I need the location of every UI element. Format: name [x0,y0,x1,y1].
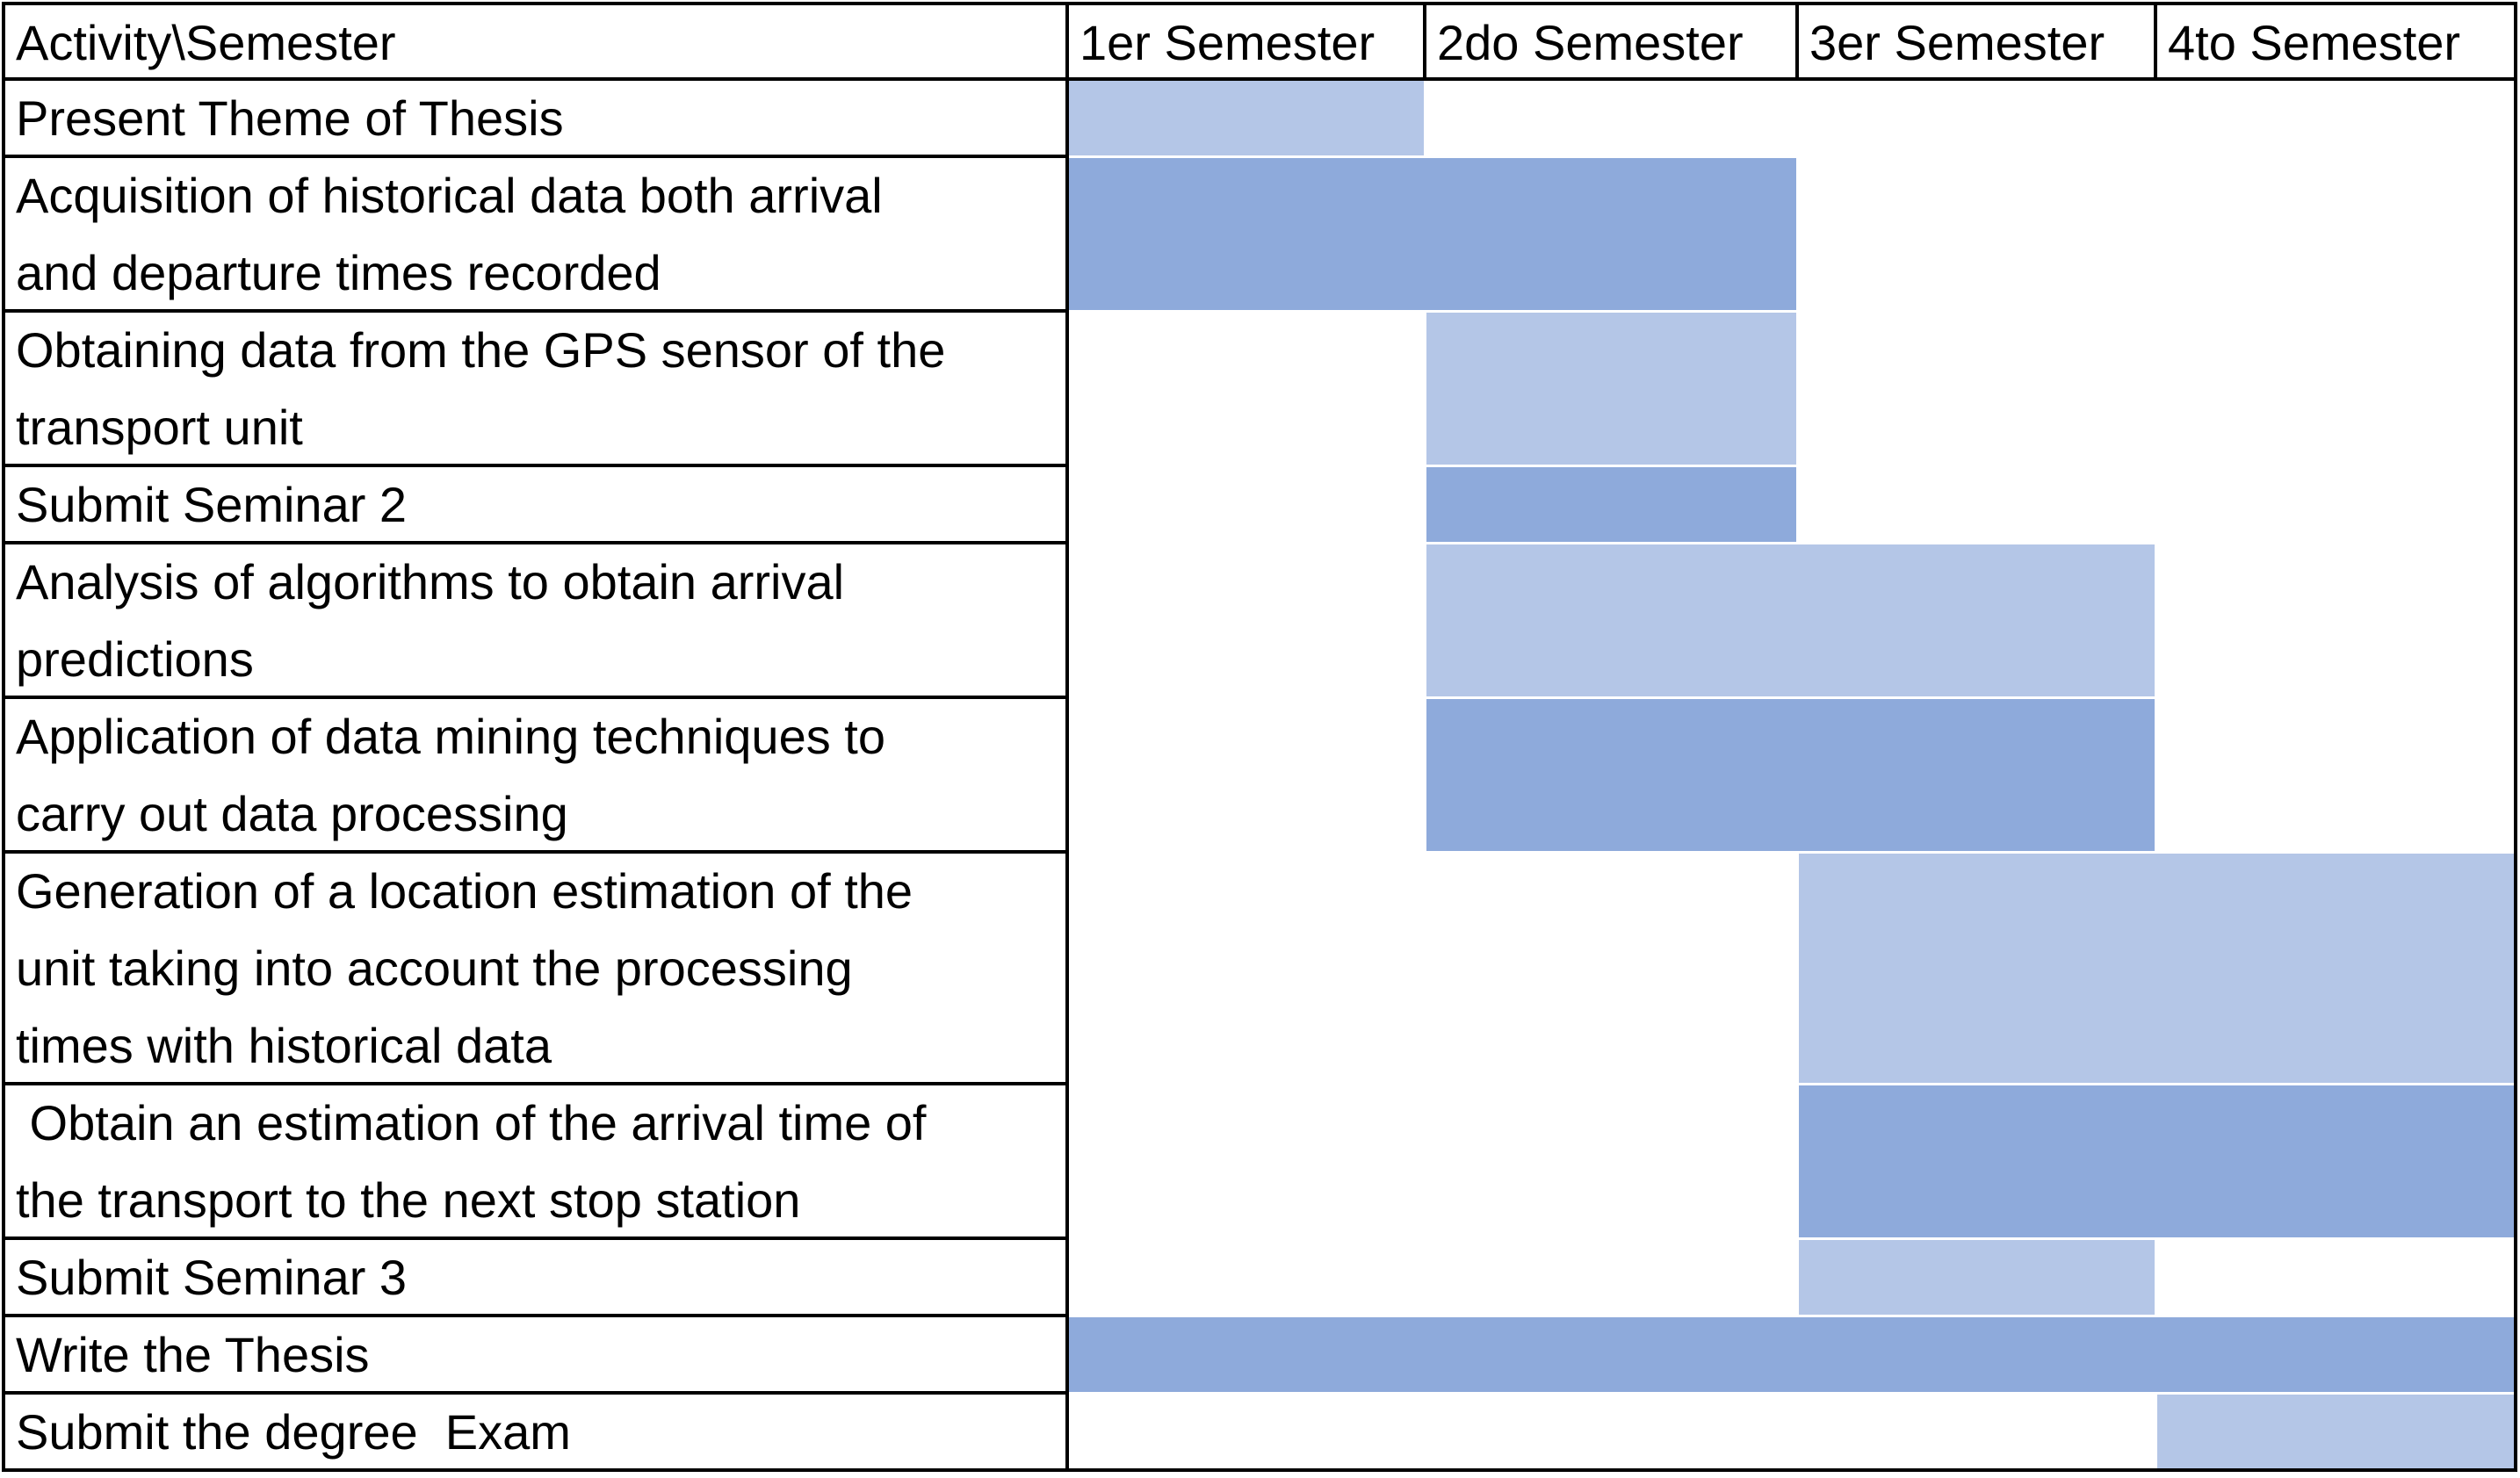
activity-label-11-line-1: Submit the degree Exam [16,1404,571,1460]
activity-label-3-line-2: transport unit [16,400,303,455]
gantt-bar-1 [1069,81,1424,155]
activity-label-8-line-2: the transport to the next stop station [16,1172,800,1228]
activity-label-10-line-1: Write the Thesis [16,1327,370,1382]
activity-label-5-line-1: Analysis of algorithms to obtain arrival [16,554,844,609]
activity-label-4-line-1: Submit Seminar 2 [16,477,407,532]
activity-label-3-line-1: Obtaining data from the GPS sensor of th… [16,322,945,378]
activity-label-1-line-1: Present Theme of Thesis [16,90,564,146]
activity-label-7-line-3: times with historical data [16,1018,552,1073]
activity-label-7-line-2: unit taking into account the processing [16,941,853,996]
activity-label-7-line-1: Generation of a location estimation of t… [16,863,913,919]
gantt-bar-7 [1799,854,2515,1083]
gantt-bar-10 [1069,1317,2515,1392]
period-header-4: 4to Semester [2168,15,2460,70]
gantt-bar-3 [1426,313,1796,465]
gantt-bar-8 [1799,1085,2515,1237]
activity-header-label: Activity\Semester [16,15,396,70]
activity-label-9-line-1: Submit Seminar 3 [16,1250,407,1305]
activity-label-6-line-1: Application of data mining techniques to [16,709,885,764]
gantt-bar-6 [1426,699,2155,851]
header-row: Activity\Semester 1er Semester 2do Semeste… [16,15,2460,70]
activity-label-5-line-2: predictions [16,631,254,687]
gantt-bar-2 [1069,158,1796,310]
period-header-2: 2do Semester [1437,15,1744,70]
activity-label-8-line-1: Obtain an estimation of the arrival time… [16,1095,927,1150]
activity-label-2-line-1: Acquisition of historical data both arri… [16,168,883,223]
bar-group [1069,81,2515,1469]
gantt-bar-11 [2157,1395,2515,1469]
activity-labels: Present Theme of Thesis Acquisition of hi… [16,90,945,1460]
gantt-bar-5 [1426,544,2155,696]
activity-label-2-line-2: and departure times recorded [16,245,661,300]
activity-label-6-line-2: carry out data processing [16,786,568,841]
gantt-bar-4 [1426,467,1796,542]
gantt-bar-9 [1799,1240,2155,1315]
period-header-1: 1er Semester [1079,15,1375,70]
period-header-3: 3er Semester [1809,15,2105,70]
